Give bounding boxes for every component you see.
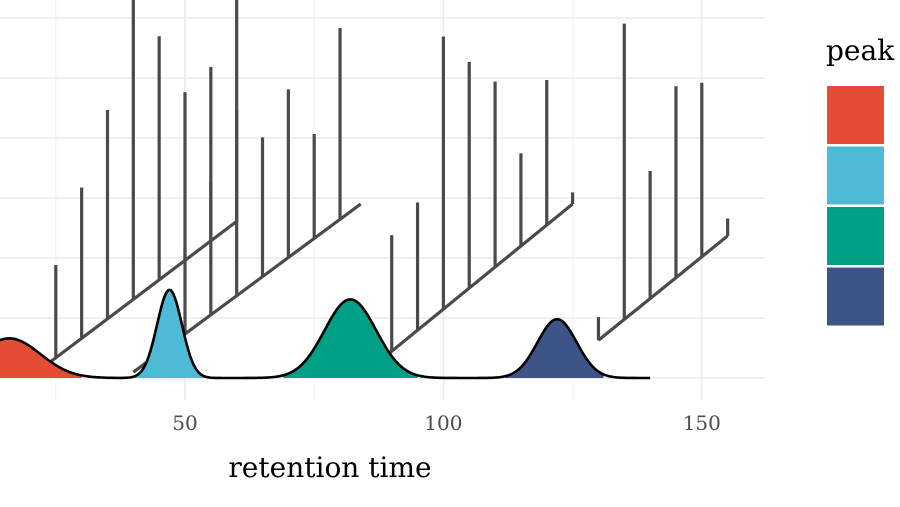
peaks (0, 288, 651, 380)
peak-area-3 (283, 299, 418, 378)
spectrum-1 (33, 0, 239, 375)
x-tick-label: 100 (424, 411, 462, 435)
spectrum-baseline (597, 234, 729, 342)
x-tick-label: 50 (172, 411, 197, 435)
peak-area-1 (0, 338, 82, 378)
x-axis-title: retention time (228, 451, 431, 484)
spectra (33, 0, 730, 375)
legend-key-2 (827, 146, 884, 205)
x-axis-ticks: 50 100 150 (172, 411, 721, 435)
legend-key-1 (827, 86, 884, 144)
spectrum-3 (364, 36, 575, 374)
spectrum-4 (596, 23, 730, 342)
chromatogram-line (0, 288, 651, 380)
legend-key-3 (827, 207, 884, 265)
legend (827, 86, 884, 326)
peak-area-4 (505, 319, 604, 378)
legend-title: peak (826, 34, 895, 67)
x-tick-label: 150 (683, 411, 721, 435)
legend-key-4 (827, 267, 884, 326)
spectrum-baseline (34, 220, 238, 375)
peak-area-2 (133, 289, 206, 378)
